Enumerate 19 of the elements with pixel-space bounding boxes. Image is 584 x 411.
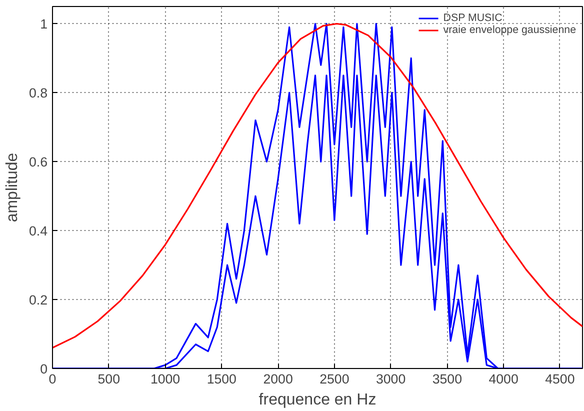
x-tick-label: 2000: [263, 372, 293, 386]
x-tick-label: 1000: [150, 372, 180, 386]
x-tick-label: 3000: [376, 372, 406, 386]
y-tick-label: 0.6: [28, 154, 48, 170]
x-tick-label: 2500: [320, 372, 350, 386]
y-tick-label: 0: [40, 362, 48, 376]
x-tick-label: 500: [98, 372, 120, 386]
y-axis-title: amplitude: [4, 152, 21, 222]
x-tick-label: 1500: [206, 372, 236, 386]
x-tick-label: 3500: [432, 372, 462, 386]
legend-label: vraie enveloppe gaussienne: [443, 24, 576, 36]
x-tick-label: 4500: [545, 372, 575, 386]
y-tick-label: 0.2: [28, 292, 48, 308]
y-tick-label: 1: [40, 16, 48, 32]
x-axis-title: frequence en Hz: [258, 392, 376, 408]
legend-label: DSP MUSIC: [443, 12, 502, 24]
y-tick-label: 0.4: [28, 224, 48, 239]
y-tick-label: 0.8: [28, 86, 48, 101]
x-tick-label: 4000: [488, 372, 518, 386]
